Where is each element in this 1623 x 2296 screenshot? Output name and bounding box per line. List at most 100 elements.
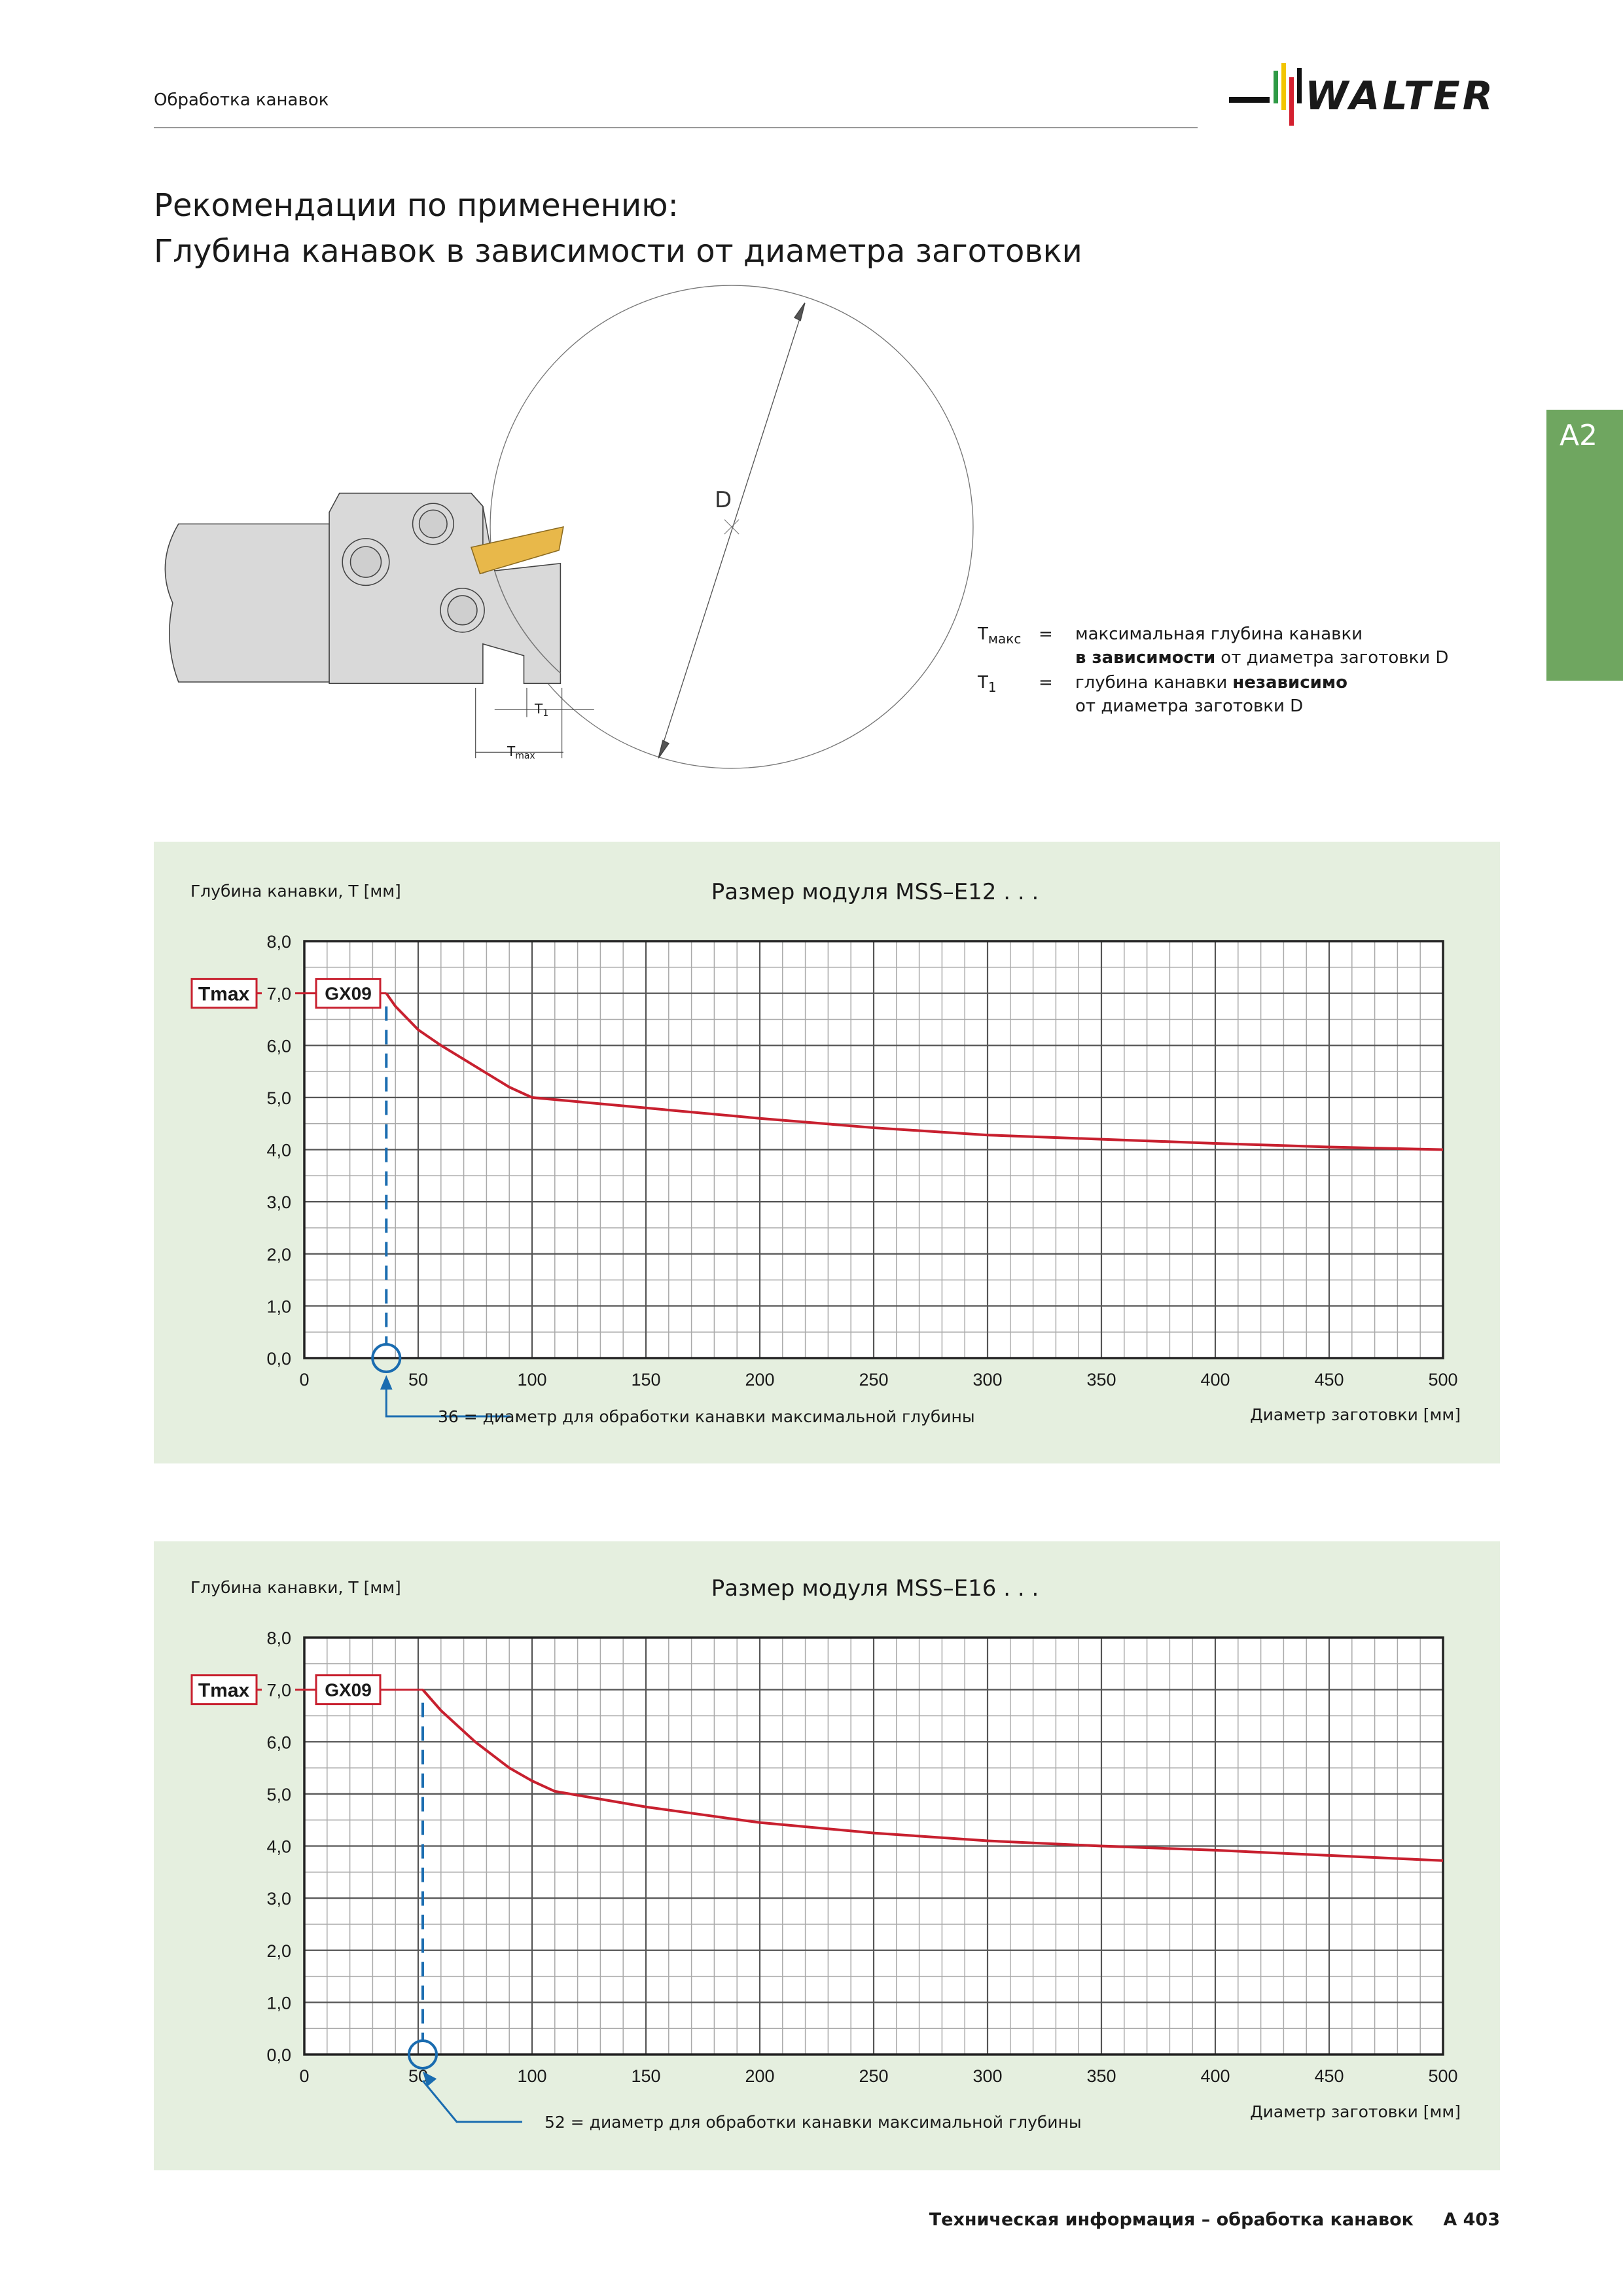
x-tick-label: 300: [972, 2066, 1002, 2086]
x-tick-label: 250: [859, 2066, 888, 2086]
x-axis-label: Диаметр заготовки [мм]: [1250, 2102, 1461, 2121]
footer-text: Техническая информация – обработка канав…: [929, 2210, 1414, 2230]
x-tick-label: 450: [1314, 2066, 1344, 2086]
def-plain: от диаметра заготовки D: [1221, 648, 1448, 668]
max-depth-marker: [407, 2039, 438, 2070]
note-arrowhead: [380, 1375, 393, 1390]
chart-title: Размер модуля MSS–E16 . . .: [711, 1575, 1039, 1602]
workpiece-circle: [490, 285, 974, 769]
x-tick-label: 450: [1314, 1370, 1344, 1390]
def-text: от диаметра заготовки D: [1075, 696, 1303, 716]
max-depth-marker: [371, 1343, 402, 1373]
screw-inner: [349, 546, 382, 578]
logo-bar: [1289, 77, 1294, 126]
y-tick-label: 0,0: [266, 2045, 291, 2065]
x-tick-label: 100: [517, 2066, 546, 2086]
screw-inner: [418, 509, 448, 539]
y-tick-label: 7,0: [266, 1681, 291, 1700]
tmax-box: [190, 1674, 258, 1706]
y-tick-label: 1,0: [266, 1993, 291, 2013]
page-title: Глубина канавок в зависимости от диаметр…: [154, 233, 1082, 270]
def-bold: в зависимости: [1075, 648, 1215, 668]
y-tick-label: 7,0: [266, 984, 291, 1004]
symbol: T: [977, 624, 988, 644]
logo-bar: [1297, 68, 1302, 103]
def-symbol: T1: [977, 673, 997, 695]
x-tick-label: 0: [299, 2066, 309, 2086]
y-tick-label: 8,0: [266, 1628, 291, 1648]
x-tick-label: 0: [299, 1370, 309, 1390]
t1-sub: 1: [543, 708, 548, 719]
chart-title: Размер модуля MSS–E12 . . .: [711, 879, 1039, 905]
x-tick-label: 500: [1428, 2066, 1457, 2086]
y-tick-label: 1,0: [266, 1297, 291, 1316]
y-tick-label: 4,0: [266, 1837, 291, 1857]
logo-bar: [1229, 97, 1270, 103]
t1-main: T: [534, 701, 543, 717]
insert-box: [315, 978, 382, 1009]
note-leader: [385, 1384, 511, 1418]
page-number: A 403: [1443, 2210, 1500, 2230]
note-text: 52 = диаметр для обработки канавки макси…: [544, 2113, 1082, 2132]
series-line: [385, 992, 1444, 1151]
x-tick-label: 150: [631, 2066, 660, 2086]
tmax-label: Tmax: [507, 744, 535, 761]
x-axis-label: Диаметр заготовки [мм]: [1250, 1405, 1461, 1424]
page-title: Рекомендации по применению:: [154, 187, 679, 224]
def-eq: =: [1039, 624, 1053, 644]
logo-text: WALTER: [1305, 73, 1495, 119]
symbol: T: [977, 673, 988, 692]
tmax-box: [190, 978, 258, 1009]
x-tick-label: 200: [745, 1370, 774, 1390]
logo: WALTER: [1229, 63, 1495, 126]
y-tick-label: 2,0: [266, 1941, 291, 1961]
insert-label: GX09: [325, 984, 372, 1004]
note-text: 36 = диаметр для обработки канавки макси…: [438, 1407, 975, 1426]
x-tick-label: 400: [1200, 2066, 1230, 2086]
series-line: [421, 1689, 1444, 1862]
center-mark: [724, 519, 740, 535]
def-symbol: Tмакс: [977, 624, 1021, 647]
def-bold: независимо: [1232, 673, 1347, 692]
insert-label: GX09: [325, 1680, 372, 1700]
x-tick-label: 100: [517, 1370, 546, 1390]
y-tick-label: 2,0: [266, 1245, 291, 1265]
section-tab-label: A2: [1560, 419, 1597, 452]
section-tab: [1546, 410, 1623, 681]
tool-shank: [164, 523, 330, 683]
diameter-arrows: [658, 302, 806, 759]
y-tick-label: 3,0: [266, 1889, 291, 1909]
y-tick-label: 8,0: [266, 932, 291, 952]
tmax-main: T: [507, 744, 516, 759]
y-tick-label: 3,0: [266, 1193, 291, 1212]
tmax-sub: max: [515, 751, 535, 761]
x-tick-label: 300: [972, 1370, 1002, 1390]
charts: 0 50 100 150 200 250 300 350 400 450 500 0,0 1,0 2,0 3…: [190, 879, 1461, 2132]
x-tick-label: 350: [1086, 2066, 1116, 2086]
symbol-sub: макс: [988, 631, 1021, 647]
x-tick-label: 150: [631, 1370, 660, 1390]
slot-curve: [494, 570, 561, 674]
def-text: в зависимости от диаметра заготовки D: [1075, 648, 1448, 668]
y-axis-label: Глубина канавки, T [мм]: [190, 1578, 401, 1597]
t1-label: T1: [534, 701, 548, 719]
insert: [470, 526, 564, 575]
y-tick-label: 5,0: [266, 1088, 291, 1108]
screw-inner: [447, 595, 478, 626]
x-tick-label: 500: [1428, 1370, 1457, 1390]
tool-diagram: [164, 285, 974, 769]
tmax-label: Tmax: [198, 1680, 250, 1702]
x-tick-label: 400: [1200, 1370, 1230, 1390]
logo-bar: [1274, 71, 1278, 103]
y-tick-label: 4,0: [266, 1141, 291, 1160]
y-tick-label: 0,0: [266, 1349, 291, 1369]
def-text: максимальная глубина канавки: [1075, 624, 1363, 644]
tmax-label: Tmax: [198, 984, 250, 1005]
logo-bar: [1281, 63, 1286, 110]
x-tick-label: 200: [745, 2066, 774, 2086]
x-tick-label: 350: [1086, 1370, 1116, 1390]
definitions: Tмакс = максимальная глубина канавки в з…: [977, 624, 1448, 716]
